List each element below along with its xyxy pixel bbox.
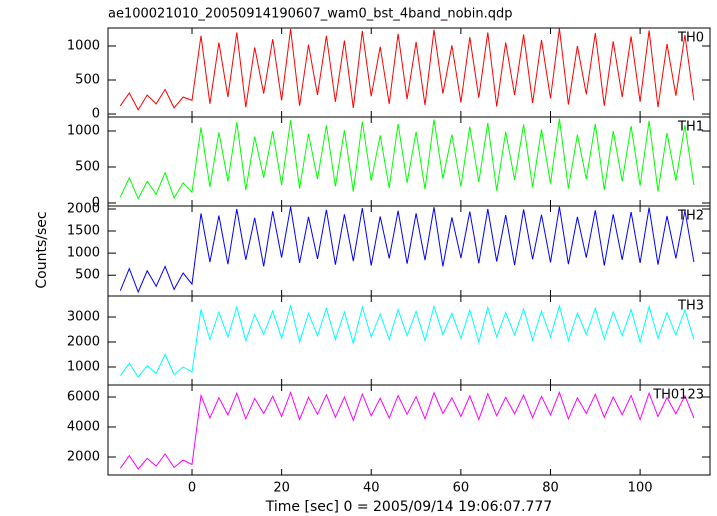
series-name: TH3	[677, 299, 704, 314]
x-tick-label: 40	[363, 481, 380, 496]
series-line	[119, 206, 695, 294]
series-name: TH0	[677, 31, 704, 46]
x-tick-label: 100	[628, 481, 653, 496]
y-tick-label: 2000	[67, 450, 100, 465]
y-tick-label: 3000	[67, 310, 100, 325]
series-name: TH2	[677, 209, 704, 224]
y-axis-label: Counts/sec	[34, 211, 50, 288]
series-name: TH1	[677, 120, 704, 135]
y-tick-label: 0	[92, 107, 100, 122]
x-axis-label: Time [sec] 0 = 2005/09/14 19:06:07.777	[265, 499, 552, 515]
series-line	[119, 118, 695, 200]
series-line	[119, 28, 695, 111]
x-tick-label: 80	[542, 481, 559, 496]
y-tick-label: 4000	[67, 420, 100, 435]
y-tick-label: 500	[75, 73, 100, 88]
y-tick-label: 1000	[67, 39, 100, 54]
series-name: TH0123	[652, 388, 704, 403]
y-tick-label: 500	[75, 159, 100, 174]
y-tick-label: 1000	[67, 123, 100, 138]
x-tick-label: 0	[188, 481, 196, 496]
y-tick-label: 1500	[67, 224, 100, 239]
panel-frame	[107, 384, 711, 476]
y-tick-label: 2000	[67, 201, 100, 216]
x-tick-label: 60	[453, 481, 470, 496]
y-tick-label: 1000	[67, 246, 100, 261]
panel-frame	[107, 116, 711, 207]
series-line	[119, 303, 695, 378]
y-tick-label: 1000	[67, 360, 100, 375]
x-tick-label: 20	[273, 481, 290, 496]
chart-title: ae100021010_20050914190607_wam0_bst_4ban…	[108, 7, 513, 22]
y-tick-label: 6000	[67, 390, 100, 405]
y-tick-label: 500	[75, 268, 100, 283]
y-tick-label: 0	[92, 195, 100, 210]
panel-frame	[107, 295, 711, 386]
y-tick-label: 2000	[67, 335, 100, 350]
panel-frame	[107, 27, 711, 118]
series-line	[119, 391, 695, 470]
